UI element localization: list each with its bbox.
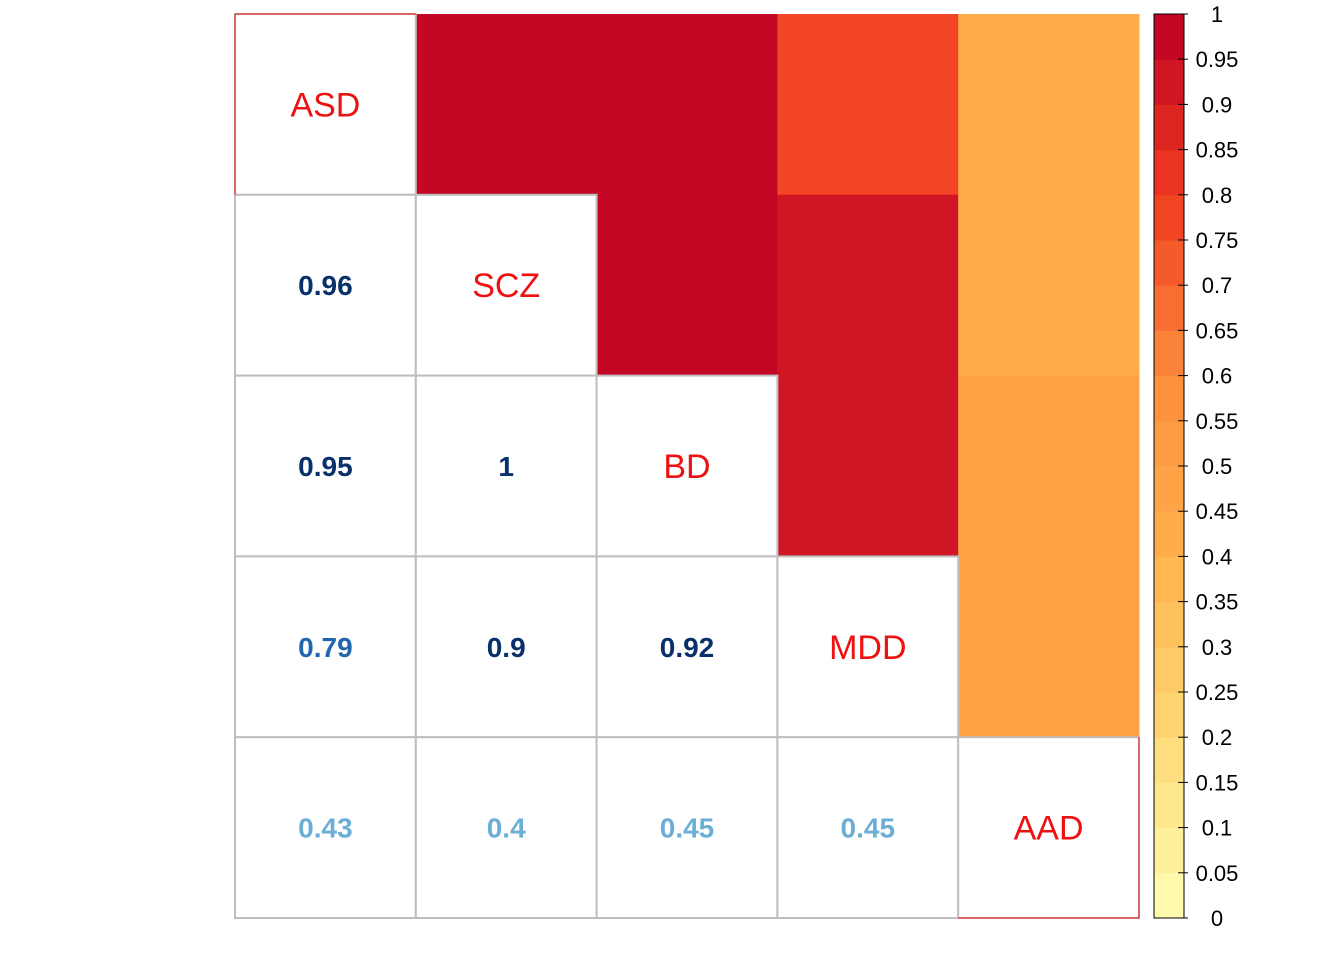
correlation-value: 0.92 (660, 632, 715, 663)
colorbar-tick-label: 0.95 (1196, 47, 1239, 72)
colorbar-tick-label: 0.15 (1196, 770, 1239, 795)
colorbar-swatch (1154, 782, 1184, 829)
colorbar-swatch (1154, 827, 1184, 874)
colorbar-swatch (1154, 375, 1184, 422)
colorbar-tick-label: 0.7 (1202, 273, 1233, 298)
lower-cell (414, 555, 598, 739)
correlation-value: 0.4 (487, 813, 526, 844)
heatmap-cells (415, 14, 1140, 738)
colorbar-swatch (1154, 59, 1184, 105)
diagonal-cell (234, 13, 417, 196)
lower-cell (595, 736, 779, 920)
heatmap-cell-asd-aad (958, 14, 1140, 196)
colorbar-swatch (1154, 646, 1184, 693)
colorbar-swatch (1154, 194, 1184, 241)
correlation-value: 0.9 (487, 632, 526, 663)
colorbar-swatch (1154, 556, 1184, 603)
heatmap-cell-scz-bd (596, 194, 778, 377)
lower-cell (414, 374, 598, 558)
colorbar-tick-label: 0.6 (1202, 364, 1233, 389)
variable-label-bd: BD (663, 448, 710, 486)
diagonal-cell (776, 555, 960, 739)
colorbar-tick-label: 0.05 (1196, 861, 1239, 886)
colorbar-swatch (1154, 872, 1184, 919)
colorbar-swatch (1154, 330, 1184, 377)
colorbar-swatch (1154, 104, 1184, 151)
colorbar-swatch (1154, 149, 1184, 196)
colorbar-tick-label: 0.75 (1196, 228, 1239, 253)
heatmap-cell-bd-mdd (777, 375, 959, 557)
heatmap-cell-scz-aad (958, 194, 1140, 377)
variable-label-mdd: MDD (829, 629, 906, 667)
colorbar-tick-label: 0.5 (1202, 454, 1233, 479)
lower-cell (776, 736, 960, 920)
correlation-value: 0.96 (298, 270, 353, 301)
colorbar-swatch (1154, 420, 1184, 467)
colorbar-swatch (1154, 601, 1184, 648)
colorbar-swatch (1154, 692, 1184, 738)
heatmap-cell-bd-aad (958, 375, 1140, 557)
colorbar-tick-label: 0 (1211, 906, 1223, 931)
heatmap-cell-mdd-aad (958, 556, 1140, 738)
heatmap-cell-asd-mdd (777, 14, 959, 196)
colorbar-swatch (1154, 737, 1184, 783)
lower-cell (234, 374, 417, 558)
colorbar-tick-label: 0.3 (1202, 635, 1233, 660)
heatmap-cell-asd-bd (596, 14, 778, 196)
heatmap-labels: ASD SCZ BD MDD AAD 0.96 0.95 1 0.79 0.9 0.92 0.43 0.… (290, 86, 1083, 847)
variable-label-asd: ASD (290, 86, 360, 124)
heatmap-grid (234, 13, 1141, 920)
correlation-value: 0.43 (298, 813, 353, 844)
variable-label-scz: SCZ (472, 267, 540, 305)
colorbar-tick-label: 0.35 (1196, 590, 1239, 615)
variable-label-aad: AAD (1014, 810, 1084, 848)
correlation-value: 0.95 (298, 451, 353, 482)
correlation-value: 0.45 (841, 813, 896, 844)
colorbar-swatch (1154, 14, 1184, 60)
colorbar-swatch (1154, 511, 1184, 557)
colorbar-tick-label: 0.8 (1202, 183, 1233, 208)
diagonal-cell (595, 374, 779, 558)
colorbar-tick-label: 0.4 (1202, 544, 1233, 569)
correlation-value: 0.45 (660, 813, 715, 844)
correlation-value: 0.79 (298, 632, 353, 663)
colorbar: 0 0.05 0.1 0.15 0.2 0.25 0.3 0.35 0.4 0.45 0.5 0.55… (1153, 2, 1239, 931)
colorbar-swatch (1154, 466, 1184, 512)
colorbar-tick-label: 1 (1211, 2, 1223, 27)
colorbar-tick-label: 0.55 (1196, 409, 1239, 434)
colorbar-tick-label: 0.85 (1196, 138, 1239, 163)
colorbar-tick-label: 0.25 (1196, 680, 1239, 705)
colorbar-swatch (1154, 240, 1184, 286)
colorbar-swatch (1154, 285, 1184, 331)
diagonal-cell (414, 193, 598, 377)
colorbar-tick-label: 0.45 (1196, 499, 1239, 524)
heatmap-cell-scz-mdd (777, 194, 959, 377)
colorbar-tick-label: 0.9 (1202, 92, 1233, 117)
correlation-value: 1 (498, 451, 514, 482)
colorbar-tick-label: 0.1 (1202, 816, 1233, 841)
lower-cell (414, 736, 598, 920)
heatmap-cell-asd-scz (415, 14, 598, 196)
colorbar-tick-label: 0.2 (1202, 725, 1233, 750)
colorbar-tick-label: 0.65 (1196, 318, 1239, 343)
